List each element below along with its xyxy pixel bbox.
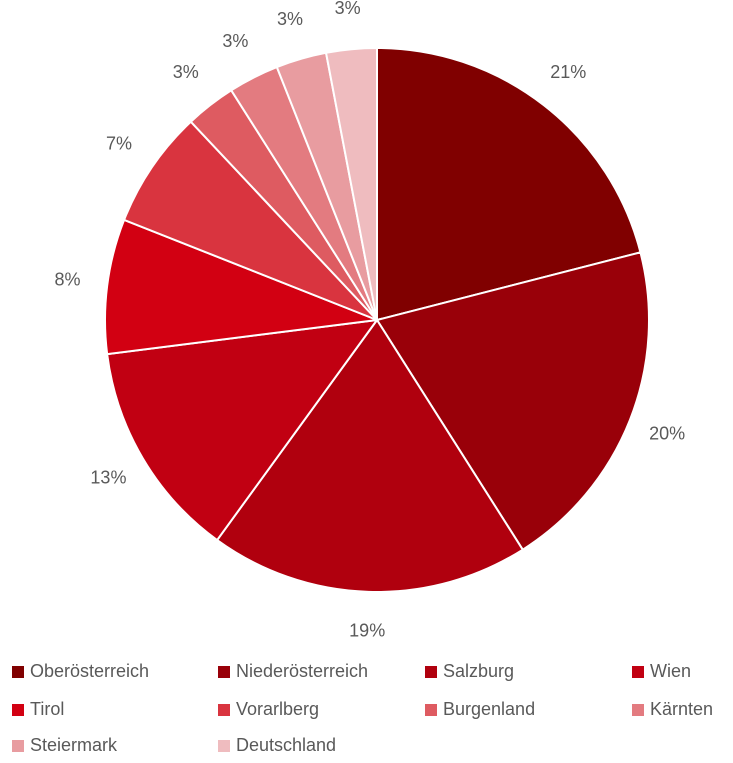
pie-slice [376,46,642,322]
legend-swatch [12,704,24,716]
legend-label: Deutschland [236,735,336,755]
data-label: 3% [173,62,199,82]
legend-label: Niederösterreich [236,661,368,681]
legend-swatch [12,740,24,752]
legend-label: Tirol [30,699,64,719]
data-label: 20% [649,424,685,444]
legend-label: Salzburg [443,661,514,681]
pie-slice [104,218,378,356]
legend-label: Steiermark [30,735,118,755]
data-label: 21% [550,62,586,82]
pie-slice [324,46,378,321]
data-label: 7% [106,133,132,153]
pie-slice [215,318,525,593]
legend-swatch [632,666,644,678]
legend-label: Burgenland [443,699,535,719]
pie-slice [122,120,378,321]
data-label: 3% [335,0,361,18]
legend-swatch [218,704,230,716]
legend-swatch [425,666,437,678]
legend-label: Oberösterreich [30,661,149,681]
data-label: 3% [277,9,303,29]
legend-label: Vorarlberg [236,699,319,719]
data-label: 8% [54,270,80,290]
pie-slice [106,318,380,542]
data-label: 19% [349,621,385,641]
legend-swatch [425,704,437,716]
legend-label: Kärnten [650,699,713,719]
legend-swatch [218,740,230,752]
data-label: 3% [222,31,248,51]
legend-swatch [218,666,230,678]
legend-swatch [12,666,24,678]
legend-swatch [632,704,644,716]
legend-label: Wien [650,661,691,681]
data-label: 13% [90,468,126,488]
pie-slice [375,251,651,552]
